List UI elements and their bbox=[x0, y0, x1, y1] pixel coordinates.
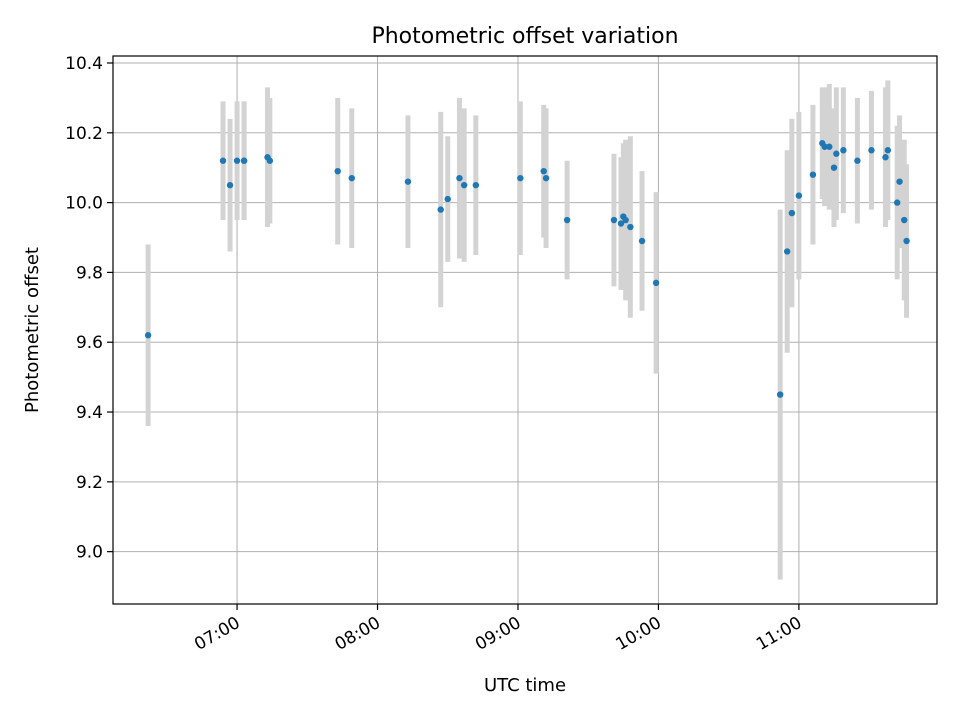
data-point bbox=[627, 223, 634, 231]
data-point bbox=[334, 167, 341, 175]
chart-title: Photometric offset variation bbox=[371, 24, 678, 49]
data-point bbox=[240, 157, 248, 164]
data-point bbox=[795, 192, 803, 199]
x-tick-label: 08:00 bbox=[332, 613, 384, 655]
error-bars bbox=[145, 80, 910, 580]
x-tick-label: 09:00 bbox=[472, 613, 524, 655]
data-point bbox=[460, 181, 468, 189]
axis-ticks: 07:00 08:00 09:00 10:00 11:00 9.0 9.2 9.4 9.6 9.8… bbox=[65, 54, 805, 655]
plot-frame bbox=[112, 55, 938, 605]
data-point bbox=[638, 237, 646, 245]
data-point bbox=[437, 206, 444, 213]
data-point bbox=[226, 181, 234, 189]
data-point bbox=[854, 157, 861, 164]
data-point bbox=[456, 174, 463, 182]
y-tick-label: 10.4 bbox=[65, 54, 103, 74]
data-point bbox=[809, 171, 817, 178]
data-point bbox=[896, 178, 903, 185]
x-tick-label: 11:00 bbox=[753, 613, 805, 655]
data-point bbox=[903, 237, 910, 245]
data-point bbox=[144, 332, 152, 339]
data-point bbox=[348, 174, 355, 182]
data-point bbox=[882, 154, 889, 161]
data-point bbox=[788, 209, 796, 217]
y-tick-label: 10.0 bbox=[65, 194, 103, 214]
data-point bbox=[901, 216, 908, 224]
data-point bbox=[776, 391, 784, 398]
y-tick-label: 9.0 bbox=[76, 543, 103, 563]
data-point bbox=[444, 195, 451, 203]
data-point bbox=[840, 147, 847, 154]
data-point bbox=[233, 157, 241, 164]
data-point bbox=[540, 167, 547, 175]
data-point bbox=[783, 248, 791, 255]
y-axis-label: Photometric offset bbox=[22, 247, 43, 413]
data-point bbox=[826, 143, 833, 150]
data-point bbox=[821, 143, 828, 150]
data-point bbox=[472, 181, 480, 189]
data-point bbox=[517, 174, 524, 182]
data-point bbox=[542, 174, 550, 182]
data-point bbox=[563, 216, 571, 224]
data-point bbox=[884, 147, 892, 154]
data-point bbox=[833, 150, 840, 157]
data-point bbox=[652, 279, 660, 287]
data-point bbox=[266, 157, 274, 164]
data-point bbox=[868, 147, 875, 154]
data-point bbox=[894, 199, 901, 206]
data-point bbox=[622, 216, 629, 224]
y-tick-label: 10.2 bbox=[65, 124, 103, 144]
data-point bbox=[404, 178, 412, 185]
data-point bbox=[617, 220, 625, 227]
x-tick-label: 07:00 bbox=[191, 613, 243, 655]
y-tick-label: 9.4 bbox=[76, 403, 103, 423]
y-tick-label: 9.6 bbox=[76, 333, 103, 353]
data-point bbox=[830, 164, 838, 171]
data-point bbox=[219, 157, 227, 164]
data-point bbox=[610, 216, 618, 224]
x-tick-label: 10:00 bbox=[612, 613, 664, 655]
y-tick-label: 9.2 bbox=[76, 473, 103, 493]
x-axis-label: UTC time bbox=[484, 675, 566, 696]
y-tick-label: 9.8 bbox=[76, 263, 103, 283]
data-points bbox=[144, 140, 910, 398]
